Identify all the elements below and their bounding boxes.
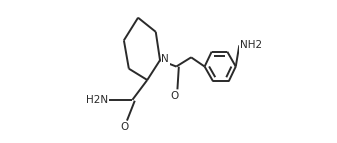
Text: N: N [161,54,169,64]
Text: H2N: H2N [86,95,108,105]
Text: O: O [171,91,179,101]
Text: O: O [120,122,129,132]
Text: NH2: NH2 [240,40,263,50]
